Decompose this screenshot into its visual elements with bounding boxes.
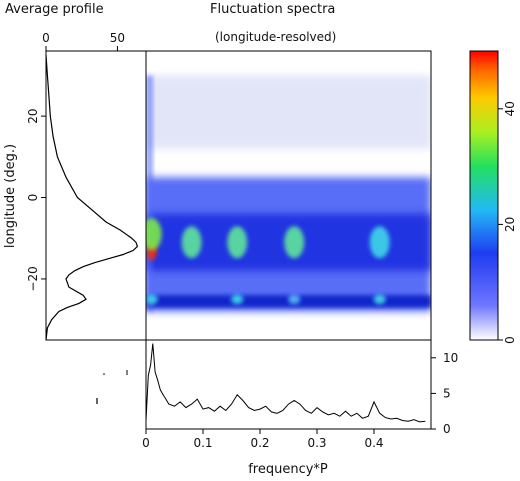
spectrum-y-tick-label: 5	[443, 386, 451, 400]
heatmap-lower-band	[146, 295, 431, 308]
stray-marks	[96, 370, 128, 404]
fluctuation-spectra-panel	[145, 50, 432, 341]
heatmap-feature	[288, 294, 301, 305]
spectrum-y-tick-label: 10	[443, 351, 458, 365]
average-profile-panel: 0 50 20 0 −20 longitude (deg.)	[3, 31, 147, 341]
spectrum-x-tick-label: 0	[142, 436, 150, 450]
profile-y-tick-label: 0	[26, 194, 40, 202]
spectrum-y-axis: 0 5 10	[431, 351, 458, 436]
heatmap-feature	[369, 226, 390, 259]
integrated-spectrum-panel: 0 0.1 0.2 0.3 0.4 0 5 10 frequency*P	[142, 339, 458, 477]
frequency-axis-label: frequency*P	[248, 462, 328, 477]
heatmap-bands	[146, 75, 431, 312]
colorbar-tick-label: 0	[503, 336, 517, 344]
heatmap-feature	[181, 226, 202, 259]
heatmap-features	[146, 218, 390, 305]
longitude-axis-label: longitude (deg.)	[3, 144, 18, 248]
colorbar-gradient	[469, 50, 499, 341]
spectrum-y-tick-label: 0	[443, 422, 451, 436]
heatmap-faint-region	[146, 75, 431, 149]
profile-x-tick-label: 0	[42, 31, 50, 45]
heatmap-feature	[146, 294, 158, 305]
average-profile-line	[45, 55, 139, 341]
spectrum-x-tick-label: 0.3	[307, 436, 326, 450]
spectrum-x-axis: 0 0.1 0.2 0.3 0.4	[142, 429, 384, 450]
colorbar: 0 20 40	[469, 50, 517, 344]
heatmap-low-freq-streak	[146, 75, 153, 312]
heatmap-feature	[227, 226, 248, 259]
integrated-spectrum-line	[145, 343, 426, 423]
spectra-panel-subtitle: (longitude-resolved)	[215, 30, 336, 44]
colorbar-ticks: 0 20 40	[498, 101, 517, 344]
profile-x-axis: 0 50	[42, 31, 125, 51]
heatmap-feature	[146, 218, 162, 251]
profile-y-tick-label: 20	[26, 108, 40, 123]
profile-frame	[45, 50, 147, 341]
spectrum-x-tick-label: 0.4	[364, 436, 383, 450]
profile-panel-title: Average profile	[5, 2, 104, 17]
heatmap-feature	[231, 294, 244, 305]
spectrum-frame	[145, 339, 432, 430]
heatmap-feature	[373, 294, 386, 305]
spectrum-x-tick-label: 0.2	[250, 436, 269, 450]
profile-y-axis: 20 0 −20	[26, 108, 46, 292]
spectra-panel-title: Fluctuation spectra	[210, 2, 335, 17]
heatmap-feature	[284, 226, 305, 259]
profile-y-tick-label: −20	[26, 266, 40, 291]
profile-x-tick-label: 50	[110, 31, 125, 45]
colorbar-tick-label: 40	[503, 101, 517, 116]
colorbar-tick-label: 20	[503, 217, 517, 232]
spectrum-x-tick-label: 0.1	[193, 436, 212, 450]
